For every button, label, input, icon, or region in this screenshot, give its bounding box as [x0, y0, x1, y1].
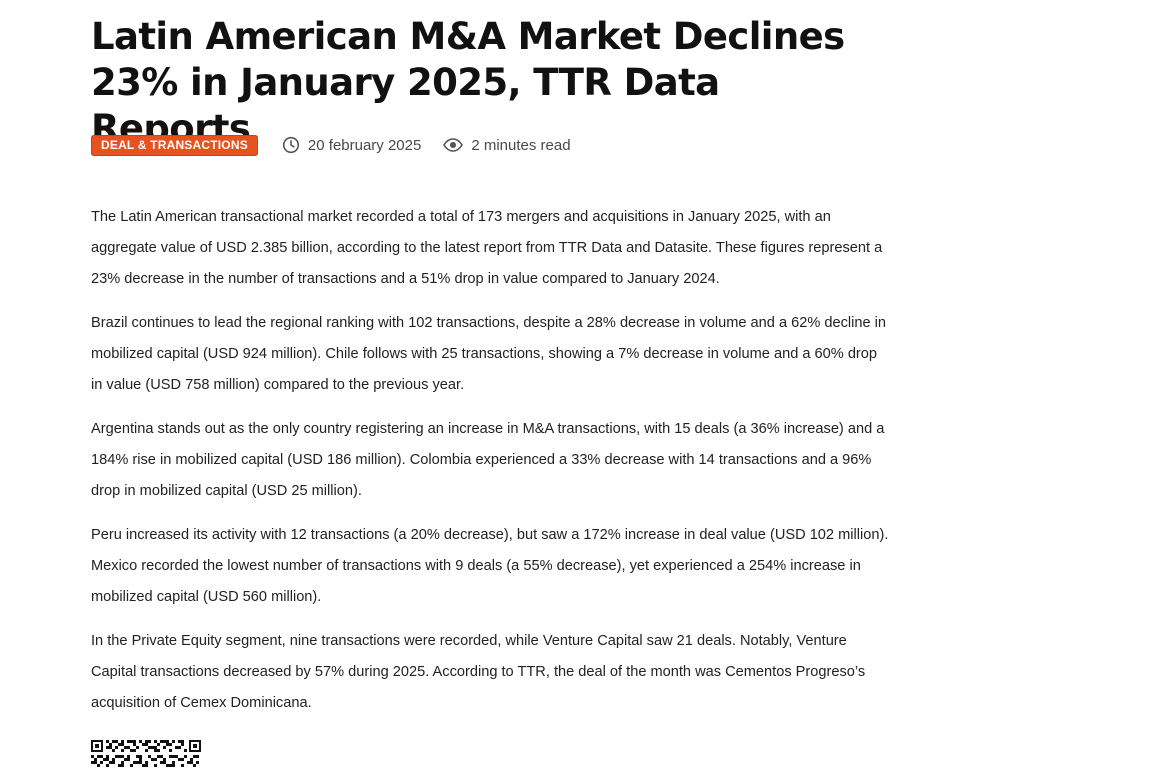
category-badge[interactable]: DEAL & TRANSACTIONS: [91, 134, 258, 156]
paragraph: Peru increased its activity with 12 tran…: [91, 527, 889, 605]
read-time-text: 2 minutes read: [471, 136, 571, 154]
publish-date: 20 february 2025: [282, 136, 421, 154]
publish-date-text: 20 february 2025: [307, 136, 422, 154]
article-title: Latin American M&A Market Declines 23% i…: [91, 15, 845, 150]
article: Latin American M&A Market Declines 23% i…: [91, 14, 891, 152]
eye-icon: [443, 138, 464, 152]
paragraph: Brazil continues to lead the regional ra…: [91, 315, 887, 393]
read-time: 2 minutes read: [443, 136, 571, 154]
clock-icon: [282, 136, 300, 154]
article-meta: DEAL & TRANSACTIONS 20 february 2025 2 m…: [91, 134, 571, 156]
paragraph: In the Private Equity segment, nine tran…: [91, 633, 866, 711]
paragraph: Argentina stands out as the only country…: [91, 421, 885, 499]
paragraph: The Latin American transactional market …: [91, 209, 883, 287]
qr-code-icon: [91, 740, 201, 767]
article-body: The Latin American transactional market …: [91, 202, 891, 732]
